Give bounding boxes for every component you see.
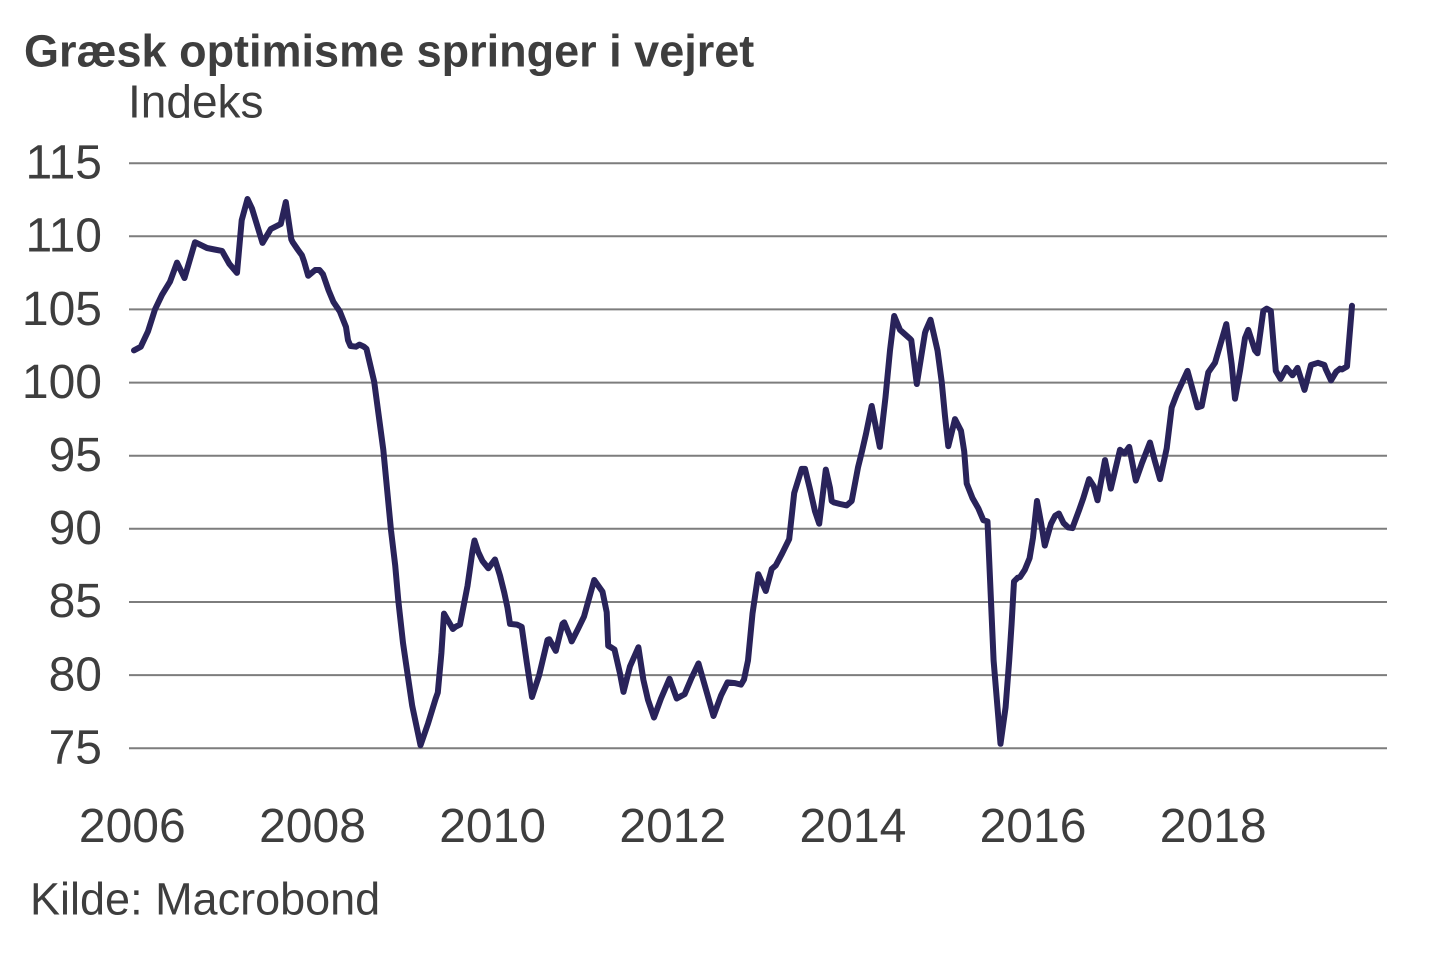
svg-text:105: 105 — [22, 283, 102, 336]
svg-text:Indeks: Indeks — [128, 76, 264, 128]
svg-text:100: 100 — [22, 356, 102, 409]
svg-text:2006: 2006 — [79, 800, 186, 853]
svg-text:110: 110 — [25, 210, 102, 263]
svg-text:95: 95 — [49, 429, 102, 482]
svg-text:Græsk optimisme springer i vej: Græsk optimisme springer i vejret — [24, 25, 754, 76]
svg-text:2018: 2018 — [1160, 800, 1267, 853]
svg-text:2016: 2016 — [980, 800, 1087, 853]
svg-text:2010: 2010 — [439, 800, 546, 853]
svg-text:85: 85 — [49, 575, 102, 628]
svg-text:2008: 2008 — [259, 800, 366, 853]
svg-text:2012: 2012 — [619, 800, 726, 853]
svg-text:90: 90 — [49, 502, 102, 555]
svg-text:Kilde: Macrobond: Kilde: Macrobond — [30, 873, 380, 924]
svg-text:2014: 2014 — [800, 800, 907, 853]
svg-text:80: 80 — [49, 648, 102, 701]
svg-text:75: 75 — [49, 722, 102, 775]
svg-text:115: 115 — [25, 137, 102, 190]
